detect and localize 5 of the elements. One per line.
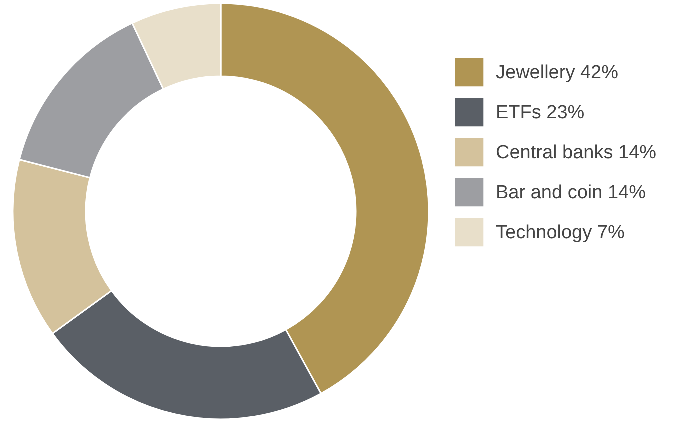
legend-label: Bar and coin 14% (496, 182, 646, 204)
legend-label: ETFs 23% (496, 102, 585, 124)
legend-label: Central banks 14% (496, 142, 657, 164)
legend-label: Jewellery 42% (496, 62, 619, 84)
legend-label: Technology 7% (496, 222, 625, 244)
